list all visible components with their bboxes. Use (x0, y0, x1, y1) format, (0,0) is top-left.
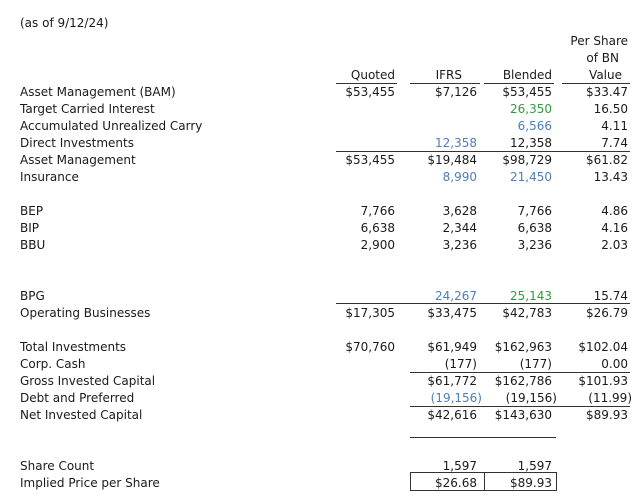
cell-blended: 6,638 (517, 221, 552, 235)
cell-ifrs: $26.68 (435, 476, 477, 490)
cell-ifrs: $33,475 (427, 306, 477, 320)
cell-per-share: $89.93 (586, 408, 628, 422)
cell-ifrs: 3,628 (442, 204, 477, 218)
cell-per-share: $102.04 (578, 340, 628, 354)
cell-ifrs: $61,949 (427, 340, 477, 354)
cell-ifrs: 12,358 (435, 136, 477, 150)
cell-per-share: $26.79 (586, 306, 628, 320)
cell-per-share: 4.86 (601, 204, 628, 218)
cell-per-share: 0.00 (601, 357, 628, 371)
cell-per-share: $33.47 (586, 85, 628, 99)
separator-line (410, 437, 556, 438)
cell-ifrs: 3,236 (442, 238, 477, 252)
cell-per-share: 4.16 (601, 221, 628, 235)
cell-per-share: (11.99) (588, 391, 632, 405)
cell-blended: (19,156) (505, 391, 557, 405)
row-label: Implied Price per Share (20, 476, 160, 490)
row-label: Debt and Preferred (20, 391, 135, 405)
cell-ifrs: 8,990 (442, 170, 477, 184)
cell-ifrs: $7,126 (435, 85, 477, 99)
cell-per-share: $61.82 (586, 153, 628, 167)
subtotal-line (336, 303, 630, 304)
subtotal-line (410, 406, 630, 407)
header-blended: Blended (502, 68, 552, 82)
cell-quoted: 2,900 (360, 238, 395, 252)
cell-quoted: $53,455 (345, 85, 395, 99)
row-label: Asset Management (20, 153, 136, 167)
cell-per-share: $101.93 (578, 374, 628, 388)
header-per-share-line1: Per Share (570, 34, 628, 48)
implied-price-box (410, 472, 557, 491)
cell-ifrs: $61,772 (427, 374, 477, 388)
header-quoted: Quoted (350, 68, 395, 82)
cell-blended: 12,358 (510, 136, 552, 150)
cell-ifrs: 2,344 (442, 221, 477, 235)
cell-per-share: 2.03 (601, 238, 628, 252)
cell-blended: (177) (519, 357, 552, 371)
cell-ifrs: (19,156) (430, 391, 482, 405)
subtotal-line (336, 151, 630, 152)
row-label: Direct Investments (20, 136, 134, 150)
cell-ifrs: 24,267 (435, 289, 477, 303)
cell-blended: 3,236 (517, 238, 552, 252)
row-label: BPG (20, 289, 45, 303)
row-label: Accumulated Unrealized Carry (20, 119, 203, 133)
cell-blended: 21,450 (510, 170, 552, 184)
cell-blended: 1,597 (517, 459, 552, 473)
cell-ifrs: 1,597 (442, 459, 477, 473)
cell-blended: $162,963 (494, 340, 552, 354)
cell-blended: $42,783 (502, 306, 552, 320)
row-label: Net Invested Capital (20, 408, 143, 422)
row-label: Share Count (20, 459, 95, 473)
header-underline (484, 83, 554, 84)
row-label: Operating Businesses (20, 306, 151, 320)
cell-quoted: 7,766 (360, 204, 395, 218)
box-divider (484, 472, 485, 491)
cell-per-share: 13.43 (593, 170, 628, 184)
row-label: BIP (20, 221, 40, 235)
cell-ifrs: (177) (444, 357, 477, 371)
cell-blended: $53,455 (502, 85, 552, 99)
header-per-share-line2: of BN (586, 51, 619, 65)
row-label: BEP (20, 204, 44, 218)
row-label: Insurance (20, 170, 79, 184)
cell-quoted: $17,305 (345, 306, 395, 320)
subtotal-line (410, 372, 630, 373)
cell-per-share: 16.50 (593, 102, 628, 116)
row-label: Gross Invested Capital (20, 374, 156, 388)
cell-blended: 7,766 (517, 204, 552, 218)
row-label: BBU (20, 238, 46, 252)
row-label: Total Investments (20, 340, 127, 354)
cell-blended: $98,729 (502, 153, 552, 167)
header-underline (410, 83, 480, 84)
cell-blended: 26,350 (510, 102, 552, 116)
cell-blended: $143,630 (494, 408, 552, 422)
row-label: Target Carried Interest (20, 102, 155, 116)
cell-blended: $89.93 (510, 476, 552, 490)
cell-quoted: $70,760 (345, 340, 395, 354)
cell-blended: 25,143 (510, 289, 552, 303)
cell-per-share: 7.74 (601, 136, 628, 150)
cell-ifrs: $19,484 (427, 153, 477, 167)
header-ifrs: IFRS (435, 68, 462, 82)
cell-per-share: 15.74 (593, 289, 628, 303)
cell-per-share: 4.11 (601, 119, 628, 133)
cell-quoted: $53,455 (345, 153, 395, 167)
row-label: Corp. Cash (20, 357, 86, 371)
cell-ifrs: $42,616 (427, 408, 477, 422)
header-per-share-line3: Value (589, 68, 622, 82)
header-underline (336, 83, 397, 84)
as-of-date: (as of 9/12/24) (20, 16, 109, 30)
cell-blended: 6,566 (517, 119, 552, 133)
cell-quoted: 6,638 (360, 221, 395, 235)
header-underline (562, 83, 630, 84)
cell-blended: $162,786 (494, 374, 552, 388)
row-label: Asset Management (BAM) (20, 85, 176, 99)
